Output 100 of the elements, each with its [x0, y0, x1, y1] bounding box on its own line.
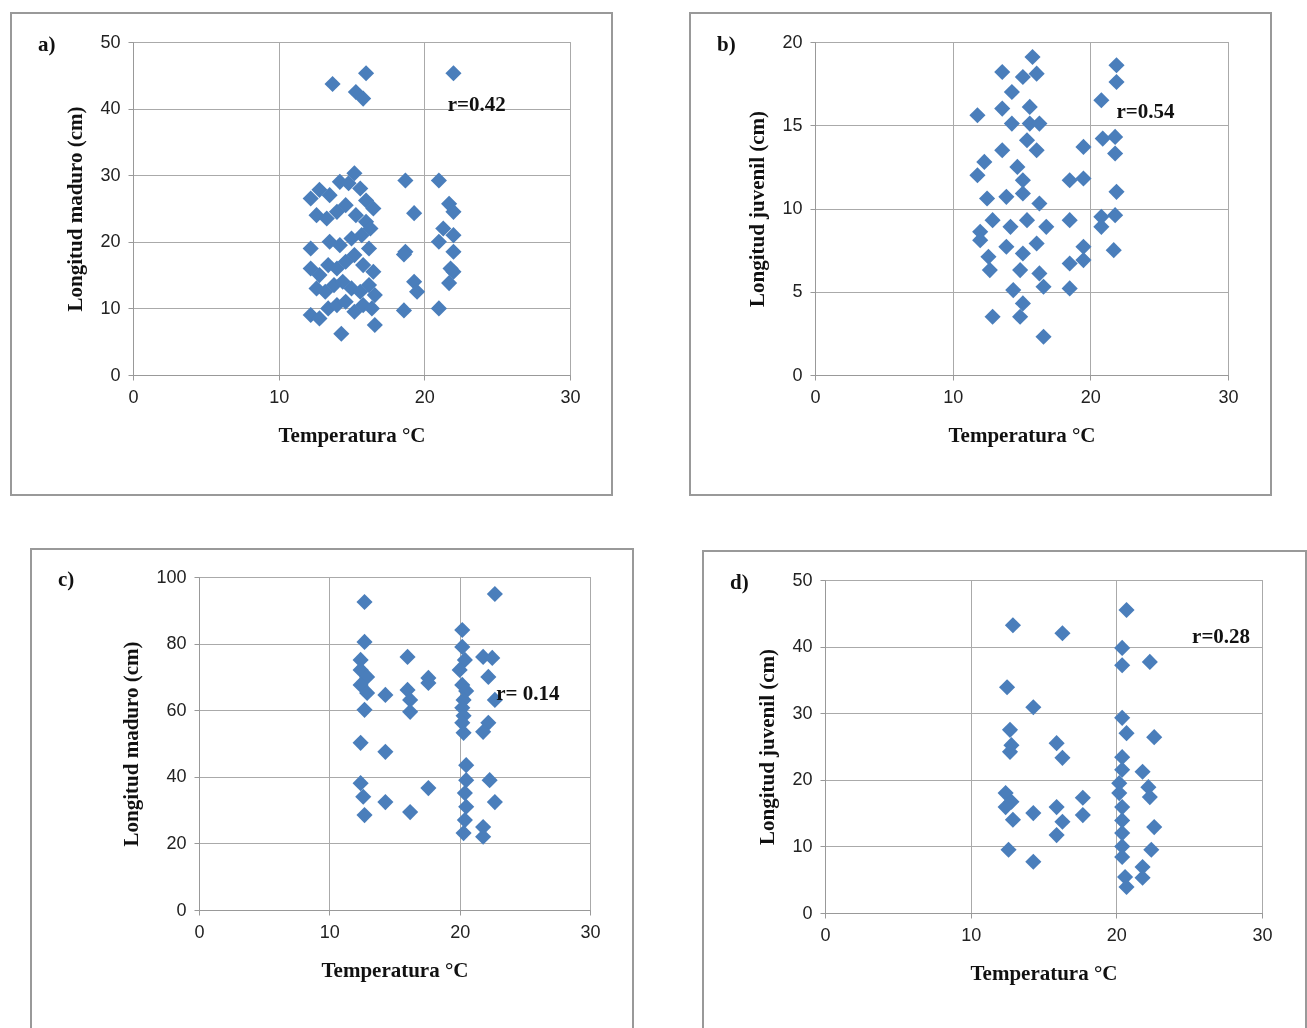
point [1014, 245, 1031, 262]
point [1108, 57, 1125, 74]
point [980, 248, 997, 265]
point [458, 772, 475, 789]
point [1114, 709, 1131, 726]
point [1118, 601, 1135, 619]
point [1114, 825, 1131, 842]
point [352, 734, 369, 751]
point [1003, 115, 1020, 132]
x-axis-title: Temperatura °C [321, 957, 469, 982]
point [969, 107, 986, 124]
point [1004, 811, 1021, 828]
point [1061, 255, 1078, 272]
point [1075, 252, 1092, 269]
y-axis-title: Longitud maduro (cm) [119, 641, 144, 847]
point [1141, 653, 1158, 670]
point [352, 775, 369, 792]
point [1018, 212, 1036, 229]
point [984, 212, 1001, 229]
point [969, 167, 986, 184]
y-tick-label: 20 [792, 769, 813, 790]
point [1143, 841, 1160, 858]
point [1025, 699, 1042, 716]
point [455, 825, 472, 842]
point [1074, 789, 1091, 806]
point [356, 593, 373, 611]
point [1018, 132, 1036, 149]
x-tick-label: 0 [128, 386, 139, 407]
point [458, 798, 475, 815]
point [456, 785, 473, 802]
point [1054, 625, 1071, 642]
point [1012, 262, 1029, 279]
point [1014, 172, 1031, 189]
point [402, 691, 419, 708]
point [1108, 183, 1125, 200]
point [1108, 73, 1125, 91]
point [1014, 68, 1031, 86]
point [1002, 218, 1019, 235]
point [1024, 48, 1041, 66]
x-tick-label: 10 [943, 386, 964, 407]
point [475, 723, 492, 740]
point [984, 308, 1001, 325]
y-axis-title: Longitud juvenil (cm) [745, 110, 770, 308]
point [1021, 98, 1038, 115]
y-tick-label: 50 [100, 31, 121, 52]
y-tick-label: 10 [792, 835, 813, 856]
point [456, 812, 473, 829]
x-tick-label: 30 [1252, 924, 1273, 945]
point [1000, 841, 1017, 858]
point [1054, 749, 1071, 766]
y-tick-label: 10 [782, 198, 803, 218]
x-tick-label: 20 [1080, 386, 1101, 407]
point [997, 785, 1014, 802]
point [1114, 761, 1131, 778]
point [456, 651, 473, 668]
point [1038, 218, 1055, 235]
y-tick-label: 20 [100, 231, 121, 252]
point [402, 804, 419, 821]
point [1009, 158, 1026, 175]
y-tick-label: 0 [802, 902, 813, 923]
y-axis-title: Longitud maduro (cm) [63, 106, 88, 312]
point [1048, 827, 1065, 844]
y-tick-label: 0 [792, 364, 803, 385]
y-tick-label: 40 [166, 766, 187, 787]
point [1028, 65, 1045, 82]
y-tick-label: 40 [792, 636, 813, 657]
point [1074, 807, 1091, 824]
point [981, 262, 998, 279]
point [1048, 735, 1065, 752]
point [1061, 280, 1078, 297]
point [1075, 238, 1092, 255]
point [480, 668, 497, 685]
annotation: r=0.28 [1192, 623, 1251, 648]
point [979, 190, 996, 207]
annotation: r= 0.14 [496, 680, 560, 705]
point [998, 188, 1015, 205]
point [999, 679, 1016, 696]
y-tick-label: 30 [792, 702, 813, 723]
point [399, 648, 416, 665]
point [1105, 242, 1122, 259]
point [1146, 819, 1163, 836]
x-tick-label: 10 [319, 921, 340, 942]
x-tick-label: 0 [820, 924, 831, 945]
y-tick-label: 20 [782, 31, 803, 52]
point [454, 638, 471, 655]
point [1028, 235, 1045, 252]
point [1114, 812, 1131, 829]
point [976, 153, 993, 170]
point [1028, 142, 1045, 159]
point [1061, 172, 1078, 189]
y-tick-label: 30 [100, 164, 121, 185]
point [994, 100, 1011, 117]
point [1107, 145, 1124, 162]
y-tick-label: 60 [166, 699, 187, 720]
point [1075, 170, 1092, 187]
point [451, 661, 468, 678]
point [1031, 195, 1048, 212]
x-tick-label: 30 [560, 386, 581, 407]
point [1025, 805, 1042, 822]
point [1031, 265, 1048, 282]
